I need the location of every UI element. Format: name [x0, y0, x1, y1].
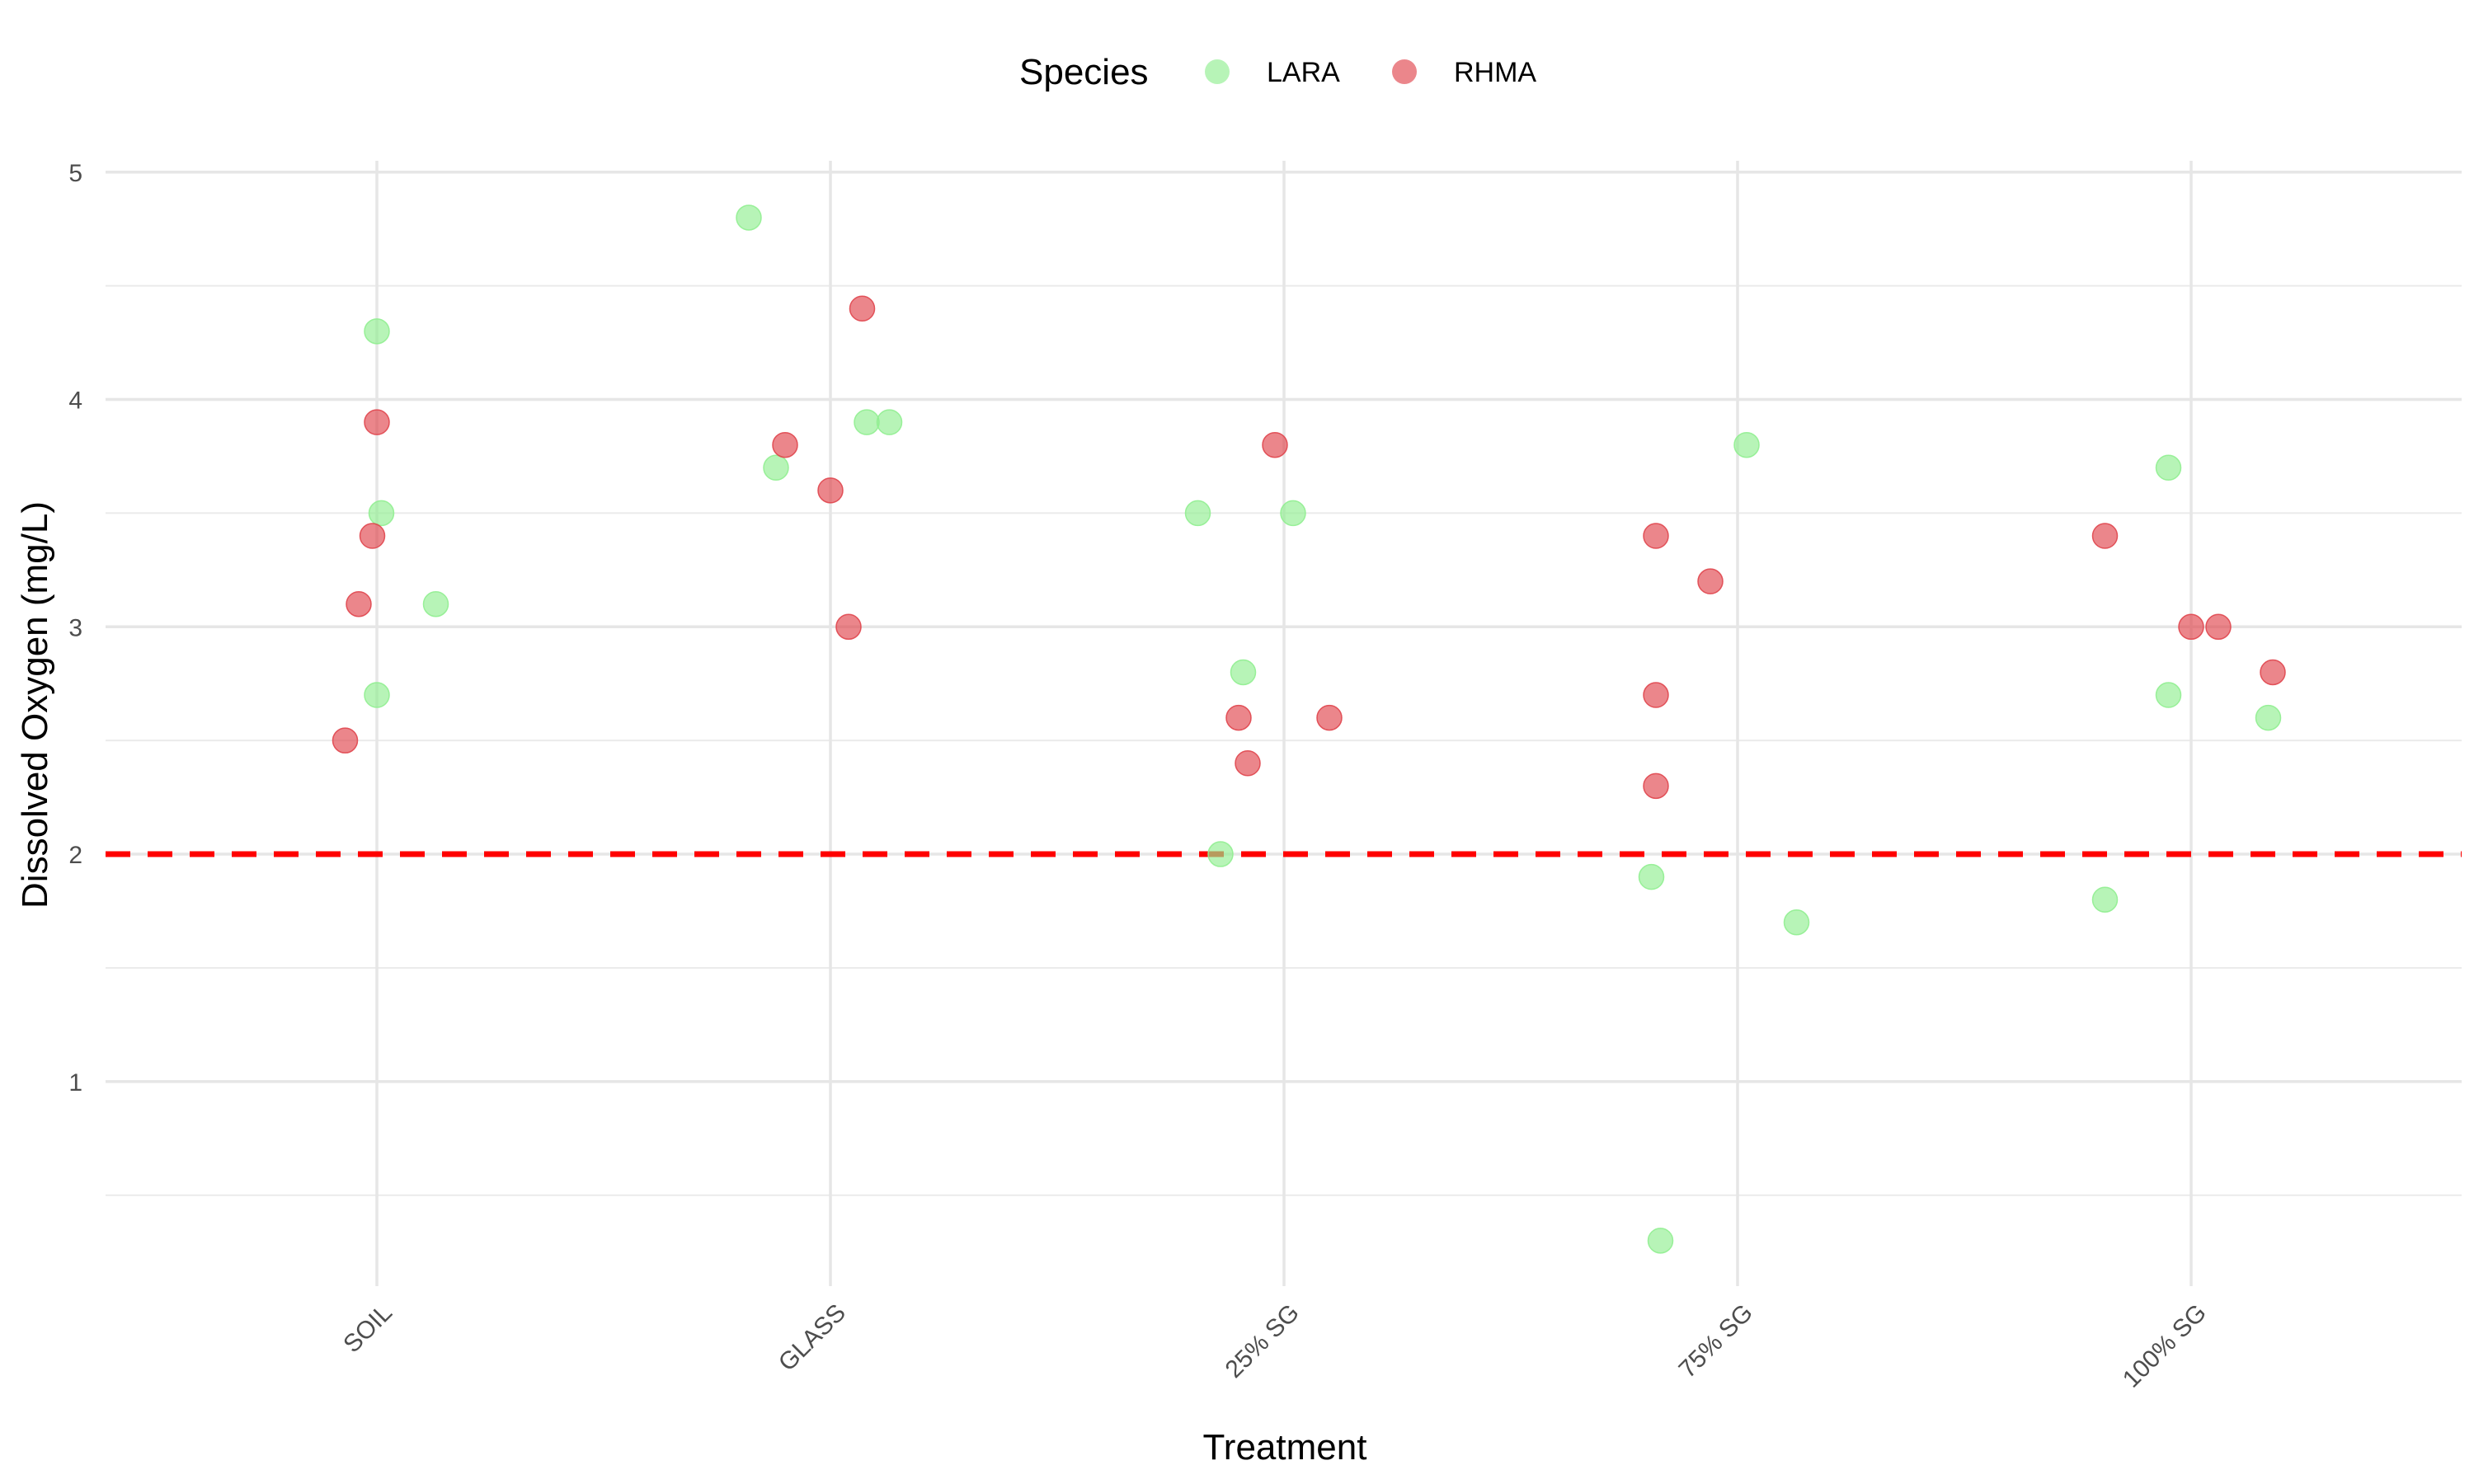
x-tick-label: GLASS: [774, 1299, 851, 1377]
y-tick-label: 2: [68, 842, 82, 869]
point-rhma: [1225, 704, 1252, 731]
y-tick-label: 4: [68, 387, 82, 415]
data-points: [332, 204, 2286, 1254]
point-lara: [876, 409, 903, 435]
point-rhma: [2205, 613, 2232, 641]
point-rhma: [2260, 659, 2286, 686]
legend-key-rhma: [1392, 59, 1417, 84]
point-rhma: [1316, 704, 1343, 731]
point-lara: [1783, 909, 1810, 936]
point-lara: [2091, 886, 2119, 913]
point-rhma: [1643, 773, 1669, 800]
point-lara: [1230, 659, 1257, 686]
point-lara: [2155, 682, 2182, 708]
point-lara: [854, 409, 880, 435]
point-lara: [2155, 454, 2182, 481]
x-axis-ticks: SOIL GLASS 25% SG 75% SG 100% SG: [338, 1299, 2212, 1393]
point-rhma: [1697, 568, 1724, 594]
point-lara: [1638, 863, 1665, 890]
y-tick-label: 1: [68, 1069, 82, 1097]
y-tick-label: 5: [68, 160, 82, 187]
point-rhma: [1643, 523, 1669, 549]
x-tick-label: 75% SG: [1674, 1299, 1758, 1383]
legend-label-lara: LARA: [1267, 57, 1340, 88]
point-rhma: [772, 431, 798, 458]
point-lara: [1647, 1228, 1674, 1254]
point-rhma: [332, 727, 359, 754]
grid: [106, 161, 2462, 1286]
legend-title: Species: [1019, 52, 1149, 92]
y-axis-ticks: 1 2 3 4 5: [68, 160, 82, 1097]
point-lara: [2255, 704, 2282, 731]
x-tick-label: SOIL: [338, 1299, 397, 1359]
point-lara: [736, 204, 762, 231]
point-rhma: [346, 590, 372, 618]
point-rhma: [1262, 431, 1288, 458]
point-rhma: [1643, 682, 1669, 708]
point-rhma: [817, 477, 844, 504]
point-lara: [364, 318, 390, 345]
point-lara: [368, 500, 395, 527]
legend-label-rhma: RHMA: [1454, 57, 1536, 88]
x-axis-title: Treatment: [1203, 1427, 1367, 1468]
point-lara: [1280, 500, 1306, 527]
point-rhma: [849, 295, 876, 322]
legend: Species LARA RHMA: [1019, 52, 1536, 92]
point-lara: [422, 590, 449, 618]
legend-key-lara: [1205, 59, 1230, 84]
point-lara: [1207, 841, 1234, 867]
point-rhma: [359, 523, 386, 549]
point-rhma: [2178, 613, 2204, 641]
x-tick-label: 25% SG: [1221, 1299, 1305, 1383]
point-lara: [1184, 500, 1211, 527]
point-rhma: [2091, 523, 2119, 549]
point-rhma: [1235, 750, 1261, 777]
y-tick-label: 3: [68, 614, 82, 641]
x-tick-label: 100% SG: [2118, 1299, 2212, 1393]
point-lara: [364, 682, 390, 708]
point-lara: [763, 454, 789, 481]
point-lara: [1733, 431, 1760, 458]
y-axis-title: Dissolved Oxygen (mg/L): [15, 501, 55, 909]
point-rhma: [835, 613, 862, 641]
point-rhma: [364, 409, 390, 435]
